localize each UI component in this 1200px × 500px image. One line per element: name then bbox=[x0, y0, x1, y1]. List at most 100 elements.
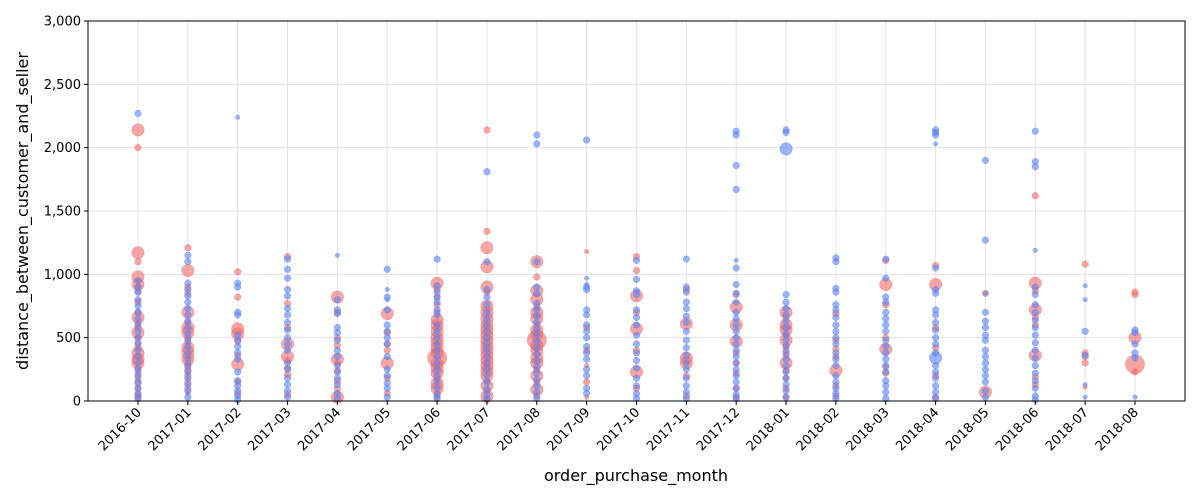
x-tick-label: 2017-09 bbox=[544, 405, 593, 454]
red-point bbox=[480, 241, 494, 255]
x-tick-label: 2017-10 bbox=[594, 405, 643, 454]
x-tick-label: 2017-12 bbox=[694, 405, 743, 454]
blue-point bbox=[682, 388, 690, 396]
blue-point bbox=[682, 382, 690, 390]
red-point bbox=[1081, 260, 1089, 268]
blue-point bbox=[433, 327, 441, 335]
blue-point bbox=[234, 342, 242, 351]
x-tick-label: 2018-03 bbox=[844, 405, 893, 454]
x-axis-title: order_purchase_month bbox=[544, 466, 728, 486]
blue-point bbox=[483, 168, 491, 176]
blue-point bbox=[334, 252, 340, 258]
blue-point bbox=[1031, 384, 1039, 392]
blue-point bbox=[134, 353, 142, 361]
blue-point bbox=[632, 340, 641, 348]
red-point bbox=[181, 264, 195, 277]
blue-point bbox=[732, 321, 740, 329]
blue-point bbox=[533, 369, 541, 377]
blue-point bbox=[134, 340, 142, 348]
points-layer bbox=[131, 109, 1145, 404]
blue-point bbox=[932, 334, 940, 342]
blue-point bbox=[284, 318, 292, 327]
blue-point bbox=[383, 340, 391, 348]
blue-point bbox=[981, 156, 990, 164]
x-tick-label: 2018-05 bbox=[943, 405, 992, 454]
blue-point bbox=[184, 279, 192, 287]
x-axis: 2016-10 2017-01 2017-02 2017-03 2017-04 2017-… bbox=[96, 401, 1142, 454]
blue-point bbox=[682, 344, 690, 352]
blue-point bbox=[284, 374, 292, 382]
red-point bbox=[184, 244, 192, 252]
x-tick-label: 2017-01 bbox=[146, 405, 195, 454]
red-point bbox=[483, 227, 491, 235]
blue-point bbox=[1031, 127, 1039, 135]
blue-point bbox=[433, 311, 441, 319]
y-axis-title: distance_between_customer_and_seller bbox=[13, 52, 33, 370]
blue-point bbox=[384, 287, 390, 292]
blue-point bbox=[732, 327, 740, 335]
blue-point bbox=[483, 334, 491, 342]
x-tick-label: 2017-05 bbox=[345, 405, 394, 454]
blue-point bbox=[981, 378, 990, 386]
blue-point bbox=[383, 365, 391, 373]
blue-point bbox=[632, 356, 641, 365]
blue-point bbox=[832, 378, 840, 386]
blue-point bbox=[782, 330, 790, 338]
blue-point bbox=[1031, 291, 1039, 299]
blue-point bbox=[533, 375, 541, 384]
blue-point bbox=[134, 277, 142, 285]
blue-point bbox=[782, 349, 790, 357]
blue-point bbox=[184, 380, 192, 389]
blue-point bbox=[383, 393, 391, 401]
y-tick-label: 1,000 bbox=[44, 268, 81, 283]
blue-point bbox=[284, 292, 292, 300]
blue-point bbox=[1031, 301, 1039, 309]
blue-point bbox=[483, 258, 491, 266]
blue-point bbox=[981, 346, 990, 354]
blue-point bbox=[782, 311, 790, 319]
blue-point bbox=[782, 291, 790, 299]
blue-point bbox=[333, 310, 341, 318]
blue-point bbox=[1031, 377, 1039, 385]
blue-point bbox=[932, 368, 940, 376]
blue-point bbox=[583, 321, 591, 329]
blue-point bbox=[932, 388, 940, 396]
x-tick-label: 2016-10 bbox=[96, 405, 145, 454]
y-tick-label: 3,000 bbox=[44, 15, 81, 30]
blue-point bbox=[882, 274, 890, 282]
blue-point bbox=[483, 384, 491, 392]
blue-point bbox=[782, 361, 790, 370]
blue-point bbox=[782, 317, 790, 325]
blue-point bbox=[483, 315, 491, 323]
blue-point bbox=[1032, 247, 1038, 253]
red-point bbox=[1131, 368, 1139, 376]
blue-point bbox=[383, 265, 391, 273]
blue-point bbox=[882, 255, 890, 263]
blue-point bbox=[134, 378, 142, 386]
x-tick-label: 2017-11 bbox=[644, 405, 693, 454]
blue-point bbox=[184, 361, 192, 370]
blue-point bbox=[583, 334, 591, 342]
blue-point bbox=[383, 334, 391, 342]
blue-point bbox=[632, 291, 641, 299]
blue-point bbox=[832, 355, 840, 363]
y-tick-label: 0 bbox=[73, 395, 81, 410]
blue-point bbox=[134, 308, 142, 316]
blue-point bbox=[184, 368, 192, 376]
blue-point bbox=[533, 299, 541, 308]
blue-point bbox=[682, 351, 690, 359]
x-tick-label: 2017-03 bbox=[245, 405, 294, 454]
blue-point bbox=[632, 374, 641, 382]
blue-point bbox=[184, 336, 192, 344]
blue-point bbox=[383, 327, 391, 335]
blue-point bbox=[284, 304, 292, 313]
blue-point bbox=[284, 311, 292, 319]
red-point bbox=[1031, 192, 1039, 200]
blue-point bbox=[433, 321, 441, 329]
blue-point bbox=[882, 315, 890, 323]
blue-point bbox=[832, 361, 840, 370]
x-tick-label: 2017-02 bbox=[196, 405, 245, 454]
blue-point bbox=[533, 331, 541, 339]
blue-point bbox=[433, 298, 441, 306]
